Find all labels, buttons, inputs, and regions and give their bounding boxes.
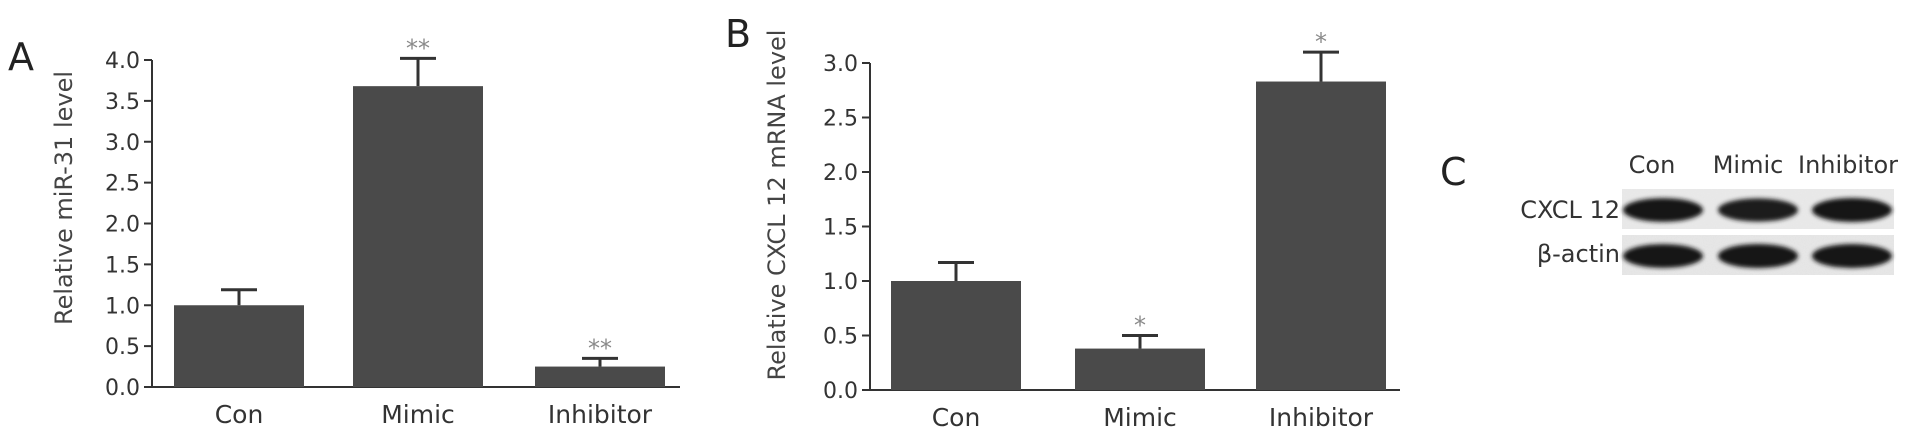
bar-mimic (1075, 348, 1205, 390)
blot-bands (1623, 198, 1892, 268)
y-tick-label: 1.0 (105, 294, 140, 319)
axes-a: 0.0 0.5 1.0 1.5 2.0 2.5 3.0 3.5 4.0 (105, 49, 680, 401)
western-blot: C Con Mimic Inhibitor CXCL 12 β-actin (1440, 150, 1898, 275)
category-label-mimic: Mimic (381, 400, 455, 429)
y-tick-label: 3.5 (105, 90, 140, 115)
y-tick-label: 2.5 (823, 107, 858, 132)
significance-marker: ** (588, 334, 612, 362)
y-tick-label: 3.0 (105, 131, 140, 156)
significance-marker: ** (406, 34, 430, 62)
blot-band (1812, 244, 1892, 268)
blot-band (1623, 244, 1703, 268)
bars-b: Con * Mimic * Inhibitor (891, 28, 1386, 432)
blot-row-label-beta-actin: β-actin (1537, 240, 1620, 268)
blot-band (1812, 198, 1892, 222)
blot-column-mimic: Mimic (1713, 151, 1784, 179)
y-tick-label: 0.0 (105, 376, 140, 401)
category-label-con: Con (215, 400, 264, 429)
y-tick-label: 0.5 (105, 335, 140, 360)
y-tick-label: 2.5 (105, 172, 140, 197)
y-axis-label-b: Relative CXCL 12 mRNA level (763, 30, 791, 381)
significance-marker: * (1134, 312, 1146, 340)
y-tick-label: 1.0 (823, 270, 858, 295)
y-tick-label: 0.0 (823, 379, 858, 404)
bar-con (891, 281, 1021, 390)
bar-inhibitor (535, 366, 665, 387)
y-tick-label: 2.0 (823, 161, 858, 186)
bar-mimic (353, 86, 483, 387)
y-tick-label: 1.5 (105, 253, 140, 278)
blot-column-con: Con (1629, 151, 1676, 179)
blot-row-label-cxcl12: CXCL 12 (1520, 196, 1620, 224)
y-axis-label-a: Relative miR-31 level (50, 71, 78, 325)
category-label-con: Con (932, 403, 981, 432)
blot-band (1718, 244, 1798, 268)
y-tick-label: 4.0 (105, 49, 140, 74)
bar-inhibitor (1256, 81, 1386, 390)
y-tick-label: 1.5 (823, 216, 858, 241)
panel-label-a: A (8, 35, 34, 79)
significance-marker: * (1315, 28, 1327, 56)
category-label-mimic: Mimic (1103, 403, 1177, 432)
y-tick-label: 0.5 (823, 325, 858, 350)
blot-column-inhibitor: Inhibitor (1798, 151, 1898, 179)
bar-con (174, 305, 304, 387)
chart-b: B Relative CXCL 12 mRNA level 0.0 0.5 1.0 1… (725, 12, 1400, 432)
category-label-inhibitor: Inhibitor (548, 400, 653, 429)
blot-band (1623, 198, 1703, 222)
blot-band (1718, 198, 1798, 222)
chart-a: A Relative miR-31 level 0.0 0.5 1.0 1.5 2.0 2… (8, 34, 680, 429)
panel-label-b: B (725, 12, 751, 56)
bars-a: Con ** Mimic ** Inhibitor (174, 34, 665, 429)
y-tick-label: 3.0 (823, 52, 858, 77)
category-label-inhibitor: Inhibitor (1269, 403, 1374, 432)
panel-label-c: C (1440, 150, 1467, 194)
y-tick-label: 2.0 (105, 213, 140, 238)
